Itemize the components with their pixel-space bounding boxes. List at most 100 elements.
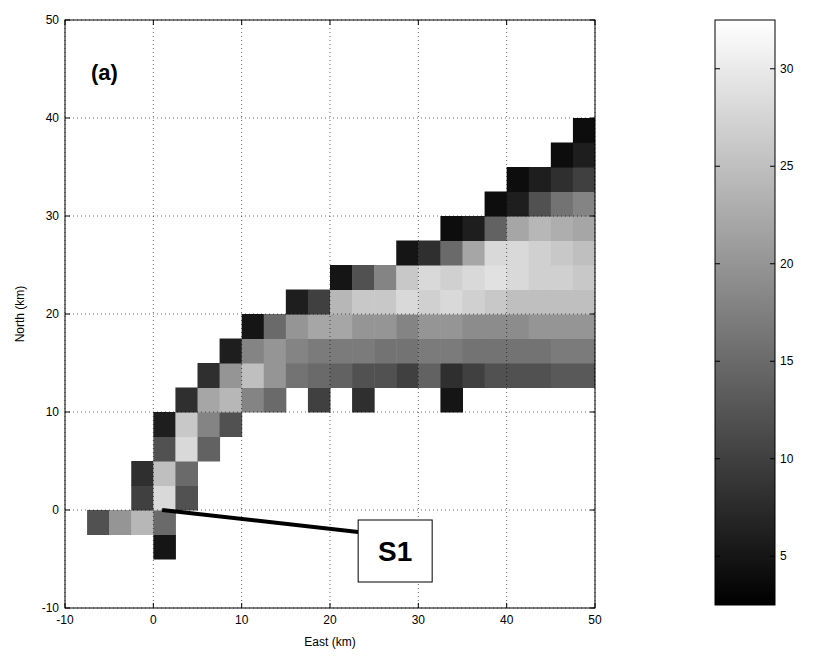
colorbar: 51015202530 (715, 20, 794, 605)
colorbar-tick (715, 166, 720, 167)
colorbar-tick (715, 68, 720, 69)
panel-label: (a) (91, 60, 118, 85)
x-tick (506, 20, 507, 25)
y-tick (65, 216, 70, 217)
cell (507, 363, 530, 388)
cell (573, 216, 595, 241)
cell (175, 461, 198, 486)
cell (175, 412, 198, 437)
cell (507, 290, 530, 315)
cell (131, 510, 154, 535)
cell (396, 314, 419, 339)
cell (551, 241, 574, 266)
cell (485, 265, 508, 290)
cell (220, 363, 243, 388)
cell (330, 339, 353, 364)
x-tick (65, 20, 66, 25)
x-tick (153, 603, 154, 608)
x-tick (418, 603, 419, 608)
annotation-label: S1 (378, 536, 412, 567)
x-tick (595, 603, 596, 608)
cell (330, 265, 353, 290)
cell (175, 437, 198, 462)
cell (352, 314, 375, 339)
cell (131, 461, 154, 486)
cell (573, 314, 595, 339)
cell (153, 510, 176, 535)
cell (286, 314, 309, 339)
cell (175, 486, 198, 511)
cell (308, 290, 331, 315)
y-tick (65, 412, 70, 413)
cell (507, 216, 530, 241)
x-tick (595, 20, 596, 25)
colorbar-tick-label: 10 (780, 452, 794, 466)
cell (153, 486, 176, 511)
cell (507, 192, 530, 217)
cell (529, 216, 552, 241)
cell (507, 314, 530, 339)
colorbar-tick (770, 361, 775, 362)
cell (440, 241, 463, 266)
cell (131, 486, 154, 511)
x-tick (241, 603, 242, 608)
cell (264, 363, 287, 388)
annotation-box (358, 520, 432, 582)
cell (529, 314, 552, 339)
cell (485, 363, 508, 388)
colorbar-tick (715, 361, 720, 362)
cell (374, 290, 397, 315)
cell (198, 437, 221, 462)
x-tick (241, 20, 242, 25)
cell (418, 265, 441, 290)
y-tick (65, 510, 70, 511)
x-tick (506, 603, 507, 608)
cell (463, 241, 486, 266)
cell (175, 388, 198, 413)
cell (87, 510, 110, 535)
y-tick (65, 20, 70, 21)
cell (242, 388, 265, 413)
y-axis-title: North (km) (13, 286, 27, 343)
y-tick-label: 10 (46, 405, 60, 419)
cell (396, 290, 419, 315)
cell (551, 363, 574, 388)
cell (463, 265, 486, 290)
annotation-leader (162, 510, 358, 532)
cell (308, 363, 331, 388)
cell (396, 265, 419, 290)
cell (529, 339, 552, 364)
cell (264, 388, 287, 413)
y-tick (65, 314, 70, 315)
cell (440, 314, 463, 339)
y-tick (590, 118, 595, 119)
cell (440, 339, 463, 364)
x-tick-label: 10 (235, 613, 249, 627)
cell (220, 339, 243, 364)
x-tick-label: -10 (56, 613, 74, 627)
colorbar-tick-label: 25 (780, 159, 794, 173)
cell (153, 461, 176, 486)
cell (551, 339, 574, 364)
y-tick (590, 314, 595, 315)
colorbar-tick (770, 68, 775, 69)
cell (463, 314, 486, 339)
cell (418, 314, 441, 339)
x-tick (153, 20, 154, 25)
cell (551, 265, 574, 290)
y-tick (590, 608, 595, 609)
colorbar-tick (715, 556, 720, 557)
cell (463, 216, 486, 241)
cell (573, 167, 595, 192)
y-tick (590, 412, 595, 413)
axes: -1001020304050-1001020304050 (42, 13, 602, 627)
colorbar-tick (715, 263, 720, 264)
cell (330, 290, 353, 315)
cell (352, 339, 375, 364)
x-tick (330, 20, 331, 25)
cell (463, 290, 486, 315)
x-tick-label: 0 (150, 613, 157, 627)
cell (551, 143, 574, 168)
grid-line (65, 118, 595, 119)
y-tick (590, 20, 595, 21)
